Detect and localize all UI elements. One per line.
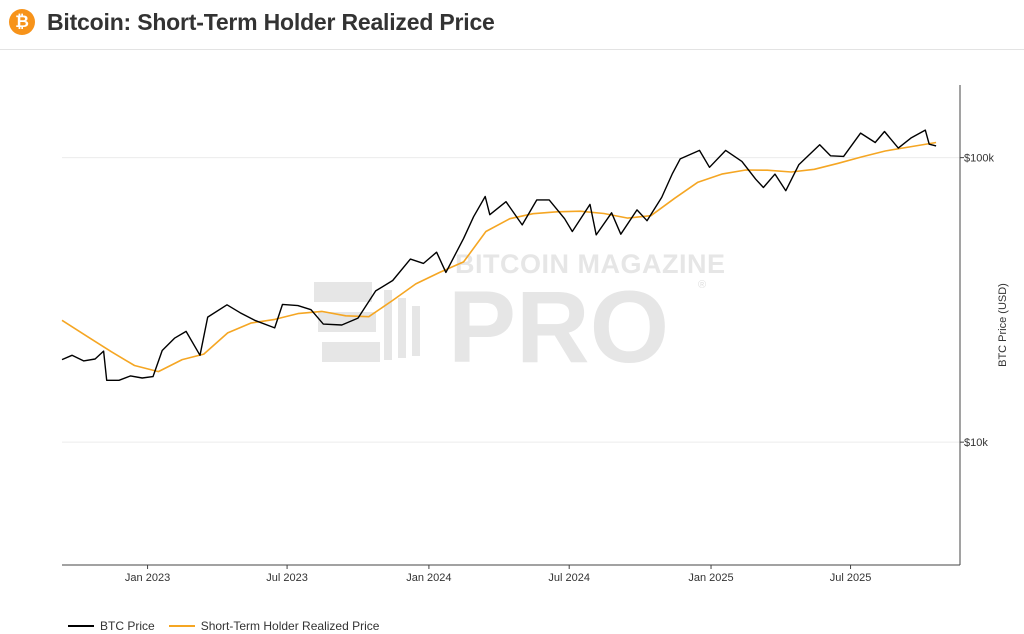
watermark-line2: PRO [448, 270, 669, 384]
legend: BTC Price Short-Term Holder Realized Pri… [68, 618, 393, 634]
legend-swatch-sth-realized-price [168, 625, 195, 627]
series-line-sth-realized-price [61, 141, 937, 373]
watermark-logo-icon [322, 342, 380, 362]
watermark-registered: ® [698, 279, 706, 291]
x-tick-label: Jan 2024 [406, 572, 451, 584]
y-axis-label: BTC Price (USD) [997, 283, 1009, 367]
watermark-logo-icon [412, 306, 420, 356]
grid-lines [62, 157, 960, 443]
axes [62, 85, 961, 566]
y-tick-label: $100k [964, 153, 994, 165]
watermark-logo-icon [314, 282, 372, 302]
header: ₿ Bitcoin: Short-Term Holder Realized Pr… [0, 0, 1024, 50]
series-lines [61, 129, 937, 381]
watermark-logo-icon [384, 290, 392, 360]
bitcoin-logo-icon: ₿ [9, 9, 35, 35]
legend-label-sth-realized-price: Short-Term Holder Realized Price [200, 619, 380, 633]
legend-label-btc-price: BTC Price [100, 619, 155, 633]
page-title: Bitcoin: Short-Term Holder Realized Pric… [47, 9, 495, 35]
x-tick-label: Jul 2025 [830, 572, 872, 584]
x-tick-label: Jan 2023 [125, 572, 170, 584]
x-tick-label: Jul 2024 [548, 572, 590, 584]
legend-item-btc-price[interactable]: BTC Price [68, 619, 155, 633]
watermark-line1: BITCOIN MAGAZINE [455, 249, 726, 279]
watermark-logo-icon [398, 298, 406, 358]
legend-swatch-btc-price [68, 625, 94, 627]
tick-labels: Jan 2023 Jul 2023 Jan 2024 Jul 2024 Jan 2025… [125, 153, 1009, 584]
y-tick-label: $10k [964, 437, 988, 449]
x-tick-label: Jan 2025 [688, 572, 733, 584]
legend-item-sth-realized-price[interactable]: Short-Term Holder Realized Price [168, 619, 380, 633]
watermark-logo-icon [318, 312, 376, 332]
series-line-btc-price [61, 129, 937, 381]
x-tick-label: Jul 2023 [266, 572, 308, 584]
